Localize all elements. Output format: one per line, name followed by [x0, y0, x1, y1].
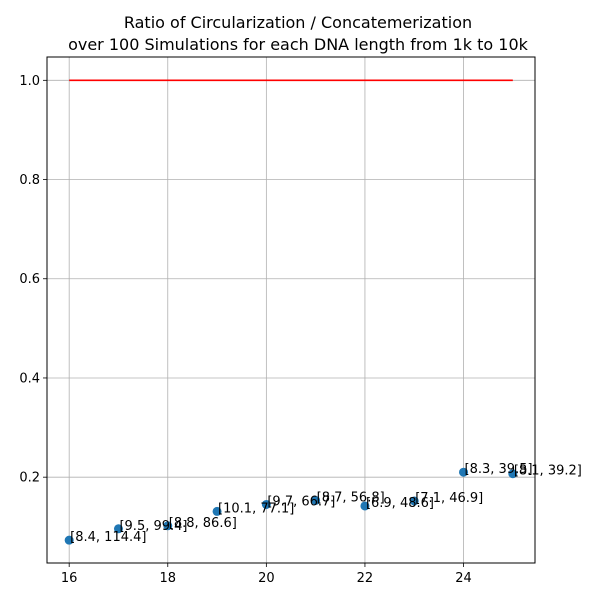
data-point-label: [8.1, 39.2]	[514, 464, 582, 479]
data-point	[409, 496, 419, 506]
data-point-label: [8.7, 56.8]	[317, 490, 385, 505]
data-point-label: [9.7, 66.7]	[267, 494, 335, 509]
chart-title-line-2: over 100 Simulations for each DNA length…	[68, 35, 529, 54]
y-tick-label: 0.4	[19, 371, 40, 386]
data-point	[508, 469, 518, 479]
data-point	[360, 501, 370, 511]
data-point-label: [7.1, 46.9]	[415, 491, 483, 506]
data-point-label: [6.9, 48.6]	[366, 496, 434, 511]
data-point-label: [9.5, 99.4]	[119, 519, 187, 534]
data-points	[64, 467, 518, 545]
grid-lines	[47, 57, 535, 563]
x-tick-label: 20	[258, 571, 275, 586]
data-point-label: [8.8, 86.6]	[169, 516, 237, 531]
x-axis-ticks: 16 18 20 22 24	[61, 563, 472, 586]
point-labels: [8.4, 114.4][9.5, 99.4][8.8, 86.6][10.1,…	[70, 462, 582, 545]
data-point	[261, 499, 271, 509]
data-point	[212, 506, 222, 516]
plot-frame	[46, 56, 536, 564]
data-point	[163, 521, 173, 531]
x-tick-label: 22	[357, 571, 374, 586]
data-point-label: [8.4, 114.4]	[70, 530, 146, 545]
x-tick-label: 16	[61, 571, 78, 586]
data-point-label: [8.3, 39.5]	[465, 462, 533, 477]
y-tick-label: 1.0	[19, 74, 40, 89]
y-tick-label: 0.6	[19, 272, 40, 287]
y-axis-ticks: 0.2 0.4 0.6 0.8 1.0	[19, 74, 47, 486]
data-point	[113, 524, 123, 534]
y-tick-label: 0.8	[19, 173, 40, 188]
x-tick-label: 18	[159, 571, 176, 586]
chart-title-line-1: Ratio of Circularization / Concatemeriza…	[124, 13, 472, 32]
data-point	[311, 495, 321, 505]
y-tick-label: 0.2	[19, 471, 40, 486]
data-point-label: [10.1, 77.1]	[218, 501, 294, 516]
data-point	[459, 467, 469, 477]
x-tick-label: 24	[455, 571, 472, 586]
data-point	[64, 535, 74, 545]
